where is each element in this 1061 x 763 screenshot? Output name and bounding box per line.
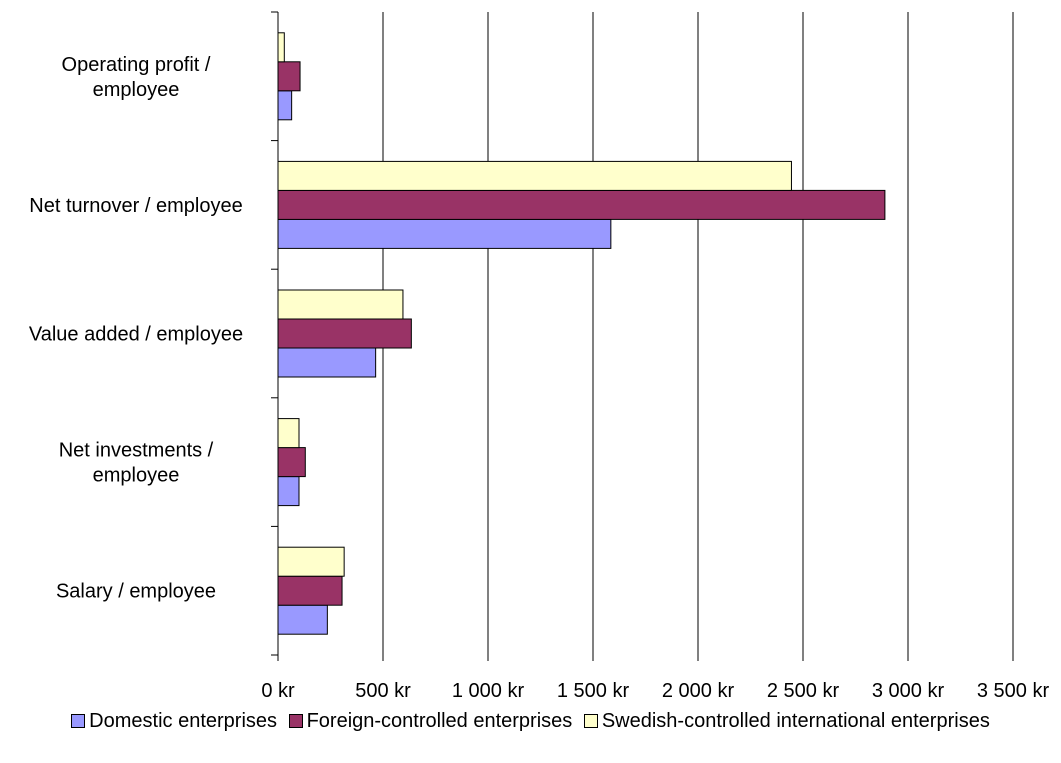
bar — [277, 90, 293, 121]
bar — [277, 318, 412, 349]
category-label: Value added / employee — [29, 324, 243, 346]
x-tick-label: 1 000 kr — [452, 680, 525, 700]
legend-swatch-domestic — [71, 714, 86, 728]
bar — [277, 32, 285, 63]
x-tick-label: 1 500 kr — [557, 680, 630, 700]
category-label: Net investments / employee — [59, 440, 214, 487]
legend-label-foreign: Foreign-controlled enterprises — [306, 710, 573, 732]
x-tick-label: 3 000 kr — [872, 680, 945, 700]
bar — [277, 347, 377, 378]
bar — [277, 418, 300, 449]
bar — [277, 218, 612, 249]
legend-item-foreign: Foreign-controlled enterprises — [288, 710, 573, 733]
bar — [277, 447, 306, 478]
x-tick-label: 0 kr — [261, 680, 295, 700]
x-tick-label: 500 kr — [355, 680, 411, 700]
bar — [277, 189, 886, 220]
legend-item-domestic: Domestic enterprises — [71, 710, 277, 733]
x-tick-label: 3 500 kr — [977, 680, 1050, 700]
category-label: Net turnover / employee — [29, 195, 242, 217]
category-label: Salary / employee — [56, 581, 216, 603]
bar — [277, 61, 301, 92]
category-label: Operating profit / employee — [62, 54, 211, 101]
x-tick-label: 2 000 kr — [662, 680, 735, 700]
bar-chart: Operating profit / employee Net turnover /… — [29, 11, 1050, 700]
bar — [277, 604, 328, 635]
legend-label-domestic: Domestic enterprises — [89, 710, 278, 732]
legend-label-swedish: Swedish-controlled international enterpr… — [601, 710, 990, 732]
bar — [277, 289, 404, 320]
legend: Domestic enterprises Foreign-controlled … — [0, 710, 1061, 733]
bar — [277, 476, 300, 507]
legend-swatch-swedish — [583, 714, 598, 728]
x-tick-label: 2 500 kr — [767, 680, 840, 700]
legend-swatch-foreign — [288, 714, 303, 728]
bar — [277, 575, 343, 606]
bar — [277, 160, 792, 191]
bar — [277, 546, 345, 577]
legend-item-swedish: Swedish-controlled international enterpr… — [583, 710, 990, 733]
